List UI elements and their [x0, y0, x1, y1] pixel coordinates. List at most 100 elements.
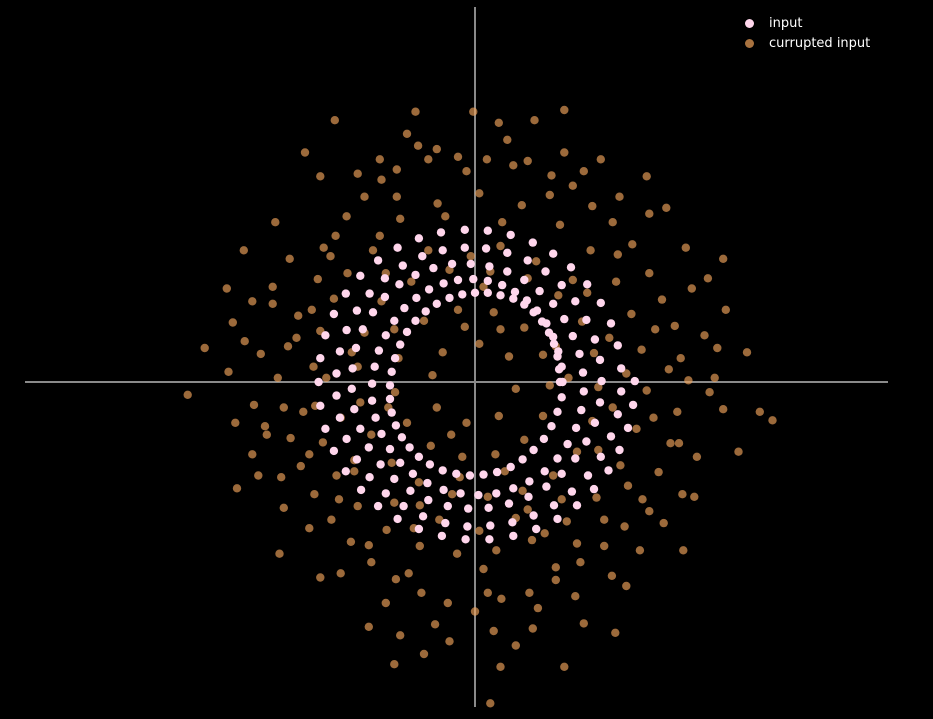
input-point [509, 484, 518, 493]
input-point [393, 243, 402, 252]
input-point [509, 531, 518, 541]
input-point [589, 484, 599, 494]
currupted-input-point [402, 418, 412, 427]
input-point [523, 256, 532, 265]
input-point [613, 341, 622, 350]
input-point [350, 405, 359, 414]
series-currupted-input [183, 105, 777, 708]
currupted-input-point [462, 418, 471, 427]
currupted-input-point [275, 549, 284, 558]
input-point [329, 309, 339, 319]
input-point [568, 331, 577, 341]
input-point [617, 364, 626, 373]
input-point [504, 499, 514, 508]
currupted-input-point [326, 252, 335, 261]
currupted-input-point [313, 274, 322, 284]
currupted-input-point [721, 305, 730, 314]
currupted-input-point [430, 620, 440, 629]
input-point [470, 288, 480, 297]
currupted-input-point [277, 473, 286, 482]
currupted-input-point [545, 381, 554, 390]
currupted-input-point [404, 569, 413, 578]
currupted-input-point [642, 386, 651, 395]
currupted-input-point [232, 484, 242, 493]
input-point [332, 369, 341, 378]
input-point [316, 401, 325, 410]
input-point [613, 410, 622, 419]
input-point [352, 306, 362, 315]
currupted-input-point [690, 492, 699, 501]
input-point [368, 308, 378, 317]
currupted-input-point [676, 354, 685, 363]
currupted-input-point [483, 588, 492, 597]
input-point [557, 280, 566, 290]
currupted-input-point [678, 490, 687, 499]
currupted-input-point [755, 407, 764, 416]
currupted-input-point [342, 212, 351, 221]
currupted-input-point [353, 501, 362, 511]
currupted-input-point [419, 649, 429, 659]
currupted-input-point [572, 447, 582, 456]
currupted-input-point [305, 450, 314, 459]
input-point [374, 346, 384, 355]
currupted-input-point [607, 571, 617, 580]
currupted-input-point [382, 525, 391, 535]
currupted-input-point [611, 277, 621, 286]
input-point [406, 486, 415, 495]
currupted-input-point [475, 339, 484, 348]
input-point [549, 299, 558, 308]
currupted-input-point [674, 439, 684, 448]
input-point [549, 501, 559, 510]
currupted-input-point [734, 447, 743, 456]
input-point [373, 256, 383, 265]
input-point [506, 230, 515, 240]
currupted-input-point [525, 588, 534, 597]
currupted-input-point [329, 294, 339, 303]
input-point [347, 384, 356, 393]
currupted-input-point [608, 403, 617, 412]
input-point [342, 434, 351, 444]
input-point [447, 259, 457, 269]
currupted-input-point [659, 518, 668, 528]
input-point [329, 446, 339, 456]
currupted-input-point [334, 495, 344, 504]
input-point [441, 518, 450, 528]
currupted-input-point [645, 209, 654, 218]
currupted-input-point [560, 148, 569, 157]
currupted-input-point [530, 116, 539, 125]
currupted-input-point [622, 369, 631, 378]
currupted-input-point [240, 337, 249, 346]
currupted-input-point [681, 243, 690, 252]
input-point [452, 469, 461, 478]
input-point [535, 286, 544, 296]
currupted-input-point [224, 367, 233, 376]
currupted-input-point [620, 522, 629, 531]
currupted-input-point [458, 452, 467, 461]
input-point [385, 381, 395, 390]
input-point [481, 244, 491, 253]
currupted-input-point [555, 220, 565, 229]
input-point [549, 332, 558, 342]
currupted-input-point [742, 348, 752, 357]
input-point [583, 471, 593, 480]
legend-marker-currupted-input [745, 38, 754, 48]
currupted-input-point [615, 192, 624, 201]
input-point [503, 267, 512, 276]
currupted-input-point [547, 171, 556, 180]
input-point [509, 294, 518, 303]
input-point [597, 376, 606, 386]
input-point [396, 458, 405, 467]
currupted-input-point [390, 388, 400, 397]
currupted-input-point [407, 277, 416, 286]
currupted-input-point [441, 212, 450, 221]
currupted-input-point [666, 439, 675, 448]
currupted-input-point [318, 438, 328, 447]
input-point [606, 319, 616, 328]
input-point [542, 319, 551, 328]
input-point [402, 327, 412, 337]
currupted-input-point [605, 333, 614, 342]
input-point [549, 339, 559, 348]
currupted-input-point [576, 558, 585, 567]
currupted-input-point [627, 309, 636, 319]
currupted-input-point [642, 172, 651, 181]
